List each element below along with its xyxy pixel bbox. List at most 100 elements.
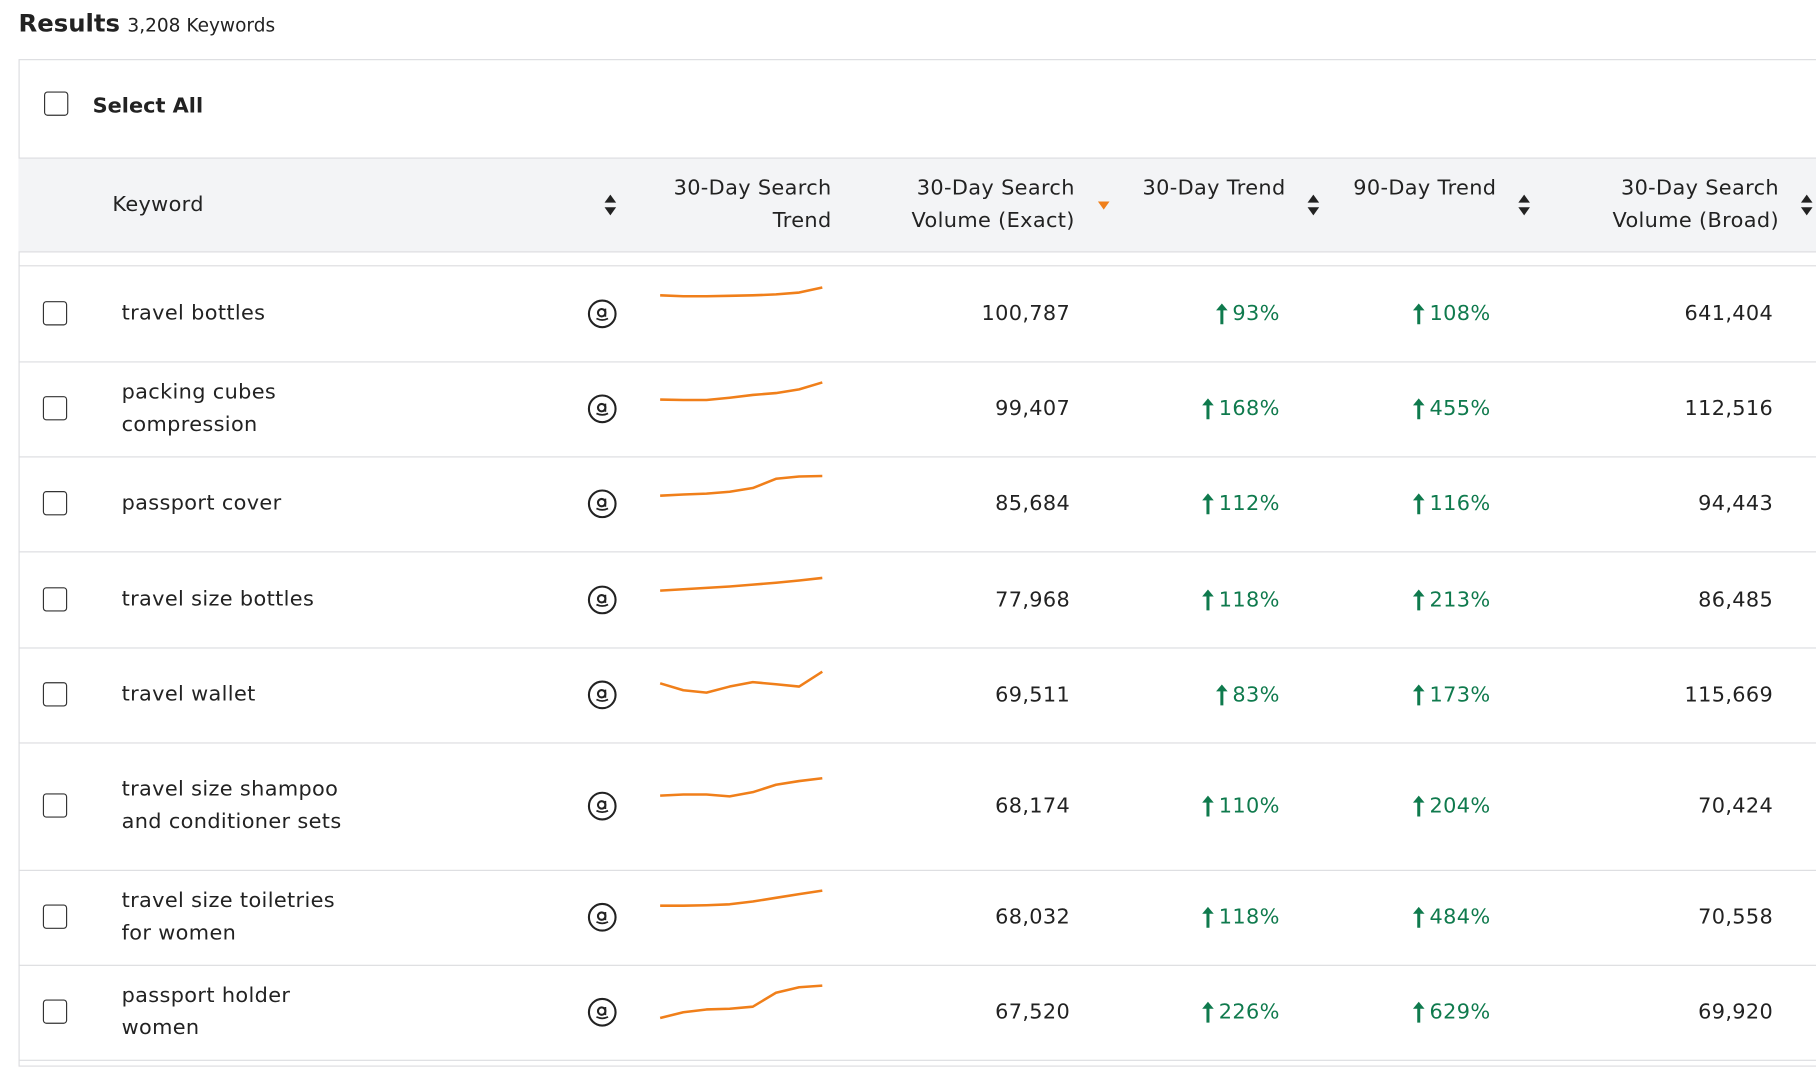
- amazon-icon-a-stem: [596, 403, 609, 416]
- trend-up-arrow: [1413, 302, 1425, 324]
- trend-90-day: 173%: [1429, 682, 1491, 708]
- row-divider: [18, 456, 1816, 458]
- amazon-icon-a: [596, 497, 607, 508]
- trend-up-arrow: [1202, 398, 1215, 420]
- search-volume-exact: 68,174: [995, 793, 1071, 819]
- arrow-shape: [1413, 398, 1425, 420]
- amazon-icon-a-stem: [596, 912, 609, 925]
- search-volume-exact: 99,407: [995, 396, 1071, 421]
- sort-arrow: [1097, 201, 1110, 210]
- search-volume-broad: 115,669: [1684, 682, 1774, 708]
- search-volume-exact: 67,520: [995, 1000, 1071, 1025]
- trend-30-day: 226%: [1218, 1000, 1280, 1025]
- table-card: [18, 59, 1816, 1067]
- row-checkbox[interactable]: [42, 793, 68, 818]
- arrow-shape: [1202, 493, 1215, 515]
- sort-icon[interactable]: [1517, 192, 1531, 217]
- search-volume-broad: 69,920: [1698, 1000, 1774, 1025]
- sort-down: [1307, 207, 1320, 216]
- amazon-icon-ring: [587, 902, 617, 932]
- amazon-icon-ring: [587, 394, 617, 424]
- search-volume-exact: 100,787: [981, 301, 1071, 326]
- column-header: 30-Day Search Volume (Broad): [1612, 176, 1779, 233]
- search-volume-broad: 112,516: [1684, 396, 1774, 421]
- amazon-icon-a: [596, 800, 607, 810]
- row-checkbox[interactable]: [42, 999, 68, 1024]
- sparkline: [660, 777, 823, 798]
- amazon-icon: [587, 584, 617, 614]
- trend-up-arrow: [1202, 795, 1215, 817]
- amazon-icon-a-stem: [596, 308, 609, 321]
- results-count: 3,208 Keywords: [127, 13, 276, 36]
- keyword: travel bottles: [121, 300, 266, 325]
- column-header: 30-Day Trend: [1142, 176, 1286, 201]
- trend-30-day: 110%: [1218, 793, 1280, 819]
- amazon-icon-a-stem: [596, 498, 609, 511]
- trend-up-arrow: [1413, 684, 1425, 706]
- sort-up: [1518, 194, 1530, 203]
- trend-90-day: 213%: [1429, 587, 1491, 612]
- amazon-icon-a: [596, 1006, 607, 1016]
- row-divider: [18, 1059, 1816, 1061]
- trend-90-day: 108%: [1429, 301, 1491, 326]
- search-volume-exact: 68,032: [995, 905, 1071, 930]
- arrow-shape: [1413, 1001, 1425, 1023]
- row-divider: [18, 742, 1816, 744]
- trend-up-arrow: [1216, 684, 1228, 706]
- search-volume-broad: 70,424: [1698, 793, 1774, 819]
- trend-up-arrow: [1413, 493, 1425, 515]
- keyword: packing cubes compression: [121, 379, 277, 437]
- trend-30-day: 118%: [1218, 905, 1280, 930]
- sort-icon[interactable]: [1800, 192, 1814, 217]
- trend-up-arrow: [1413, 906, 1425, 928]
- amazon-icon-ring: [587, 298, 617, 328]
- row-checkbox[interactable]: [42, 300, 68, 325]
- row-checkbox[interactable]: [42, 586, 68, 611]
- column-header: 30-Day Search Volume (Exact): [911, 176, 1075, 233]
- keyword: travel size shampoo and conditioner sets: [121, 777, 342, 834]
- arrow-shape: [1216, 684, 1228, 706]
- sparkline: [659, 670, 823, 694]
- arrow-shape: [1216, 302, 1228, 324]
- select-all-checkbox[interactable]: [44, 91, 69, 116]
- search-volume-exact: 85,684: [995, 491, 1071, 516]
- sort-down: [604, 207, 617, 216]
- keyword: passport cover: [121, 491, 282, 516]
- select-all-label[interactable]: Select All: [92, 93, 204, 119]
- sparkline-line: [660, 474, 823, 497]
- amazon-icon-a-stem: [596, 1007, 609, 1020]
- amazon-icon-a-stem: [596, 594, 609, 607]
- trend-up-arrow: [1413, 588, 1425, 610]
- amazon-icon-a: [596, 911, 607, 921]
- keyword: travel wallet: [121, 682, 256, 707]
- arrow-shape: [1202, 398, 1215, 420]
- results-title: Results: [18, 9, 120, 38]
- sparkline: [660, 285, 823, 297]
- sparkline: [660, 576, 823, 592]
- sparkline: [660, 889, 823, 907]
- row-divider: [18, 647, 1816, 649]
- amazon-icon-a: [596, 593, 607, 603]
- arrow-shape: [1413, 493, 1425, 515]
- row-divider: [18, 265, 1816, 267]
- column-header: 90-Day Trend: [1353, 176, 1497, 201]
- row-checkbox[interactable]: [42, 491, 68, 516]
- amazon-icon-a-stem: [596, 800, 609, 814]
- sort-icon[interactable]: [603, 192, 617, 217]
- row-checkbox[interactable]: [42, 904, 68, 929]
- arrow-shape: [1202, 588, 1215, 610]
- sort-up: [604, 194, 617, 203]
- amazon-icon-a: [596, 688, 607, 699]
- table-header: [18, 157, 1816, 253]
- sort-icon[interactable]: [1306, 192, 1320, 217]
- sort-active-icon[interactable]: [1097, 192, 1111, 217]
- row-checkbox[interactable]: [42, 682, 68, 707]
- trend-90-day: 629%: [1429, 1000, 1491, 1025]
- arrow-shape: [1413, 906, 1425, 928]
- arrow-shape: [1202, 795, 1215, 817]
- sort-down: [1800, 207, 1813, 216]
- sort-up: [1307, 194, 1320, 203]
- trend-30-day: 118%: [1218, 587, 1280, 612]
- sparkline-line: [660, 576, 823, 592]
- row-checkbox[interactable]: [42, 396, 68, 421]
